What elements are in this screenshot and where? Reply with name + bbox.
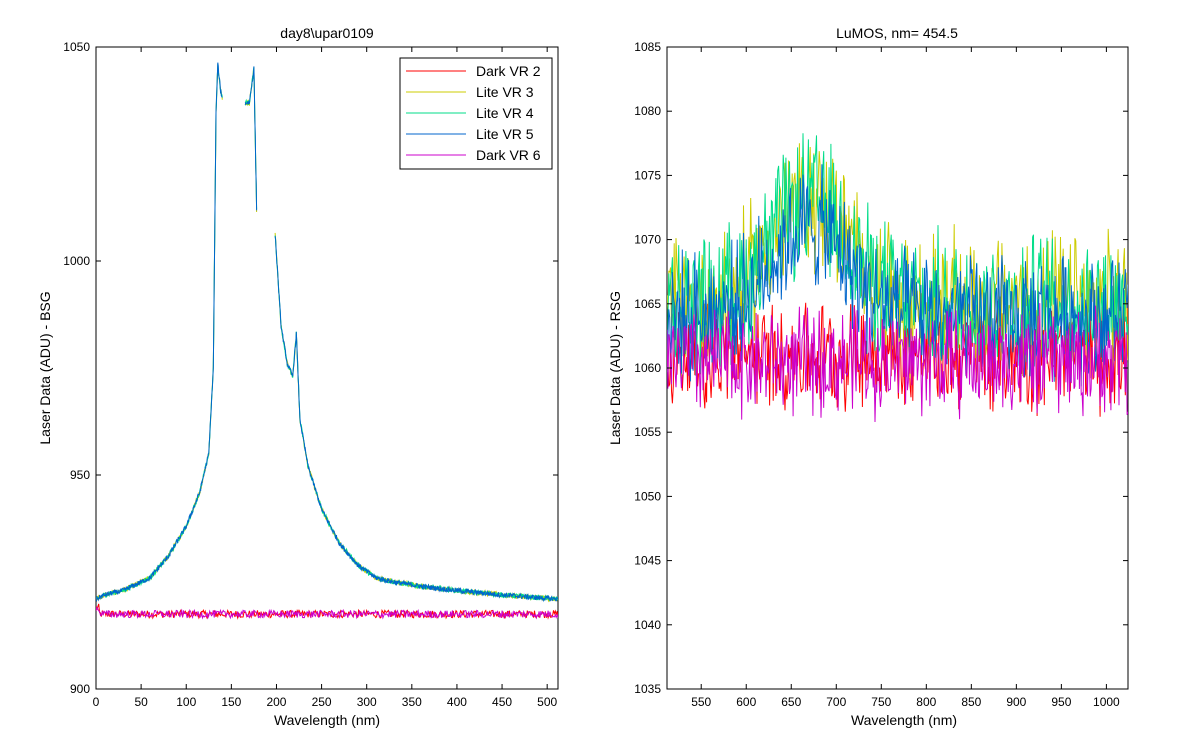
y-tick-label: 900 [70, 682, 90, 696]
series-line-lite-vr-5 [667, 164, 1128, 387]
chart-right-ylabel: Laser Data (ADU) - RSG [607, 291, 623, 445]
x-tick-label: 0 [93, 695, 100, 709]
chart-left-xlabel: Wavelength (nm) [274, 712, 380, 728]
chart-right-y-ticks: 1035 1040 1045 1050 1055 1060 1065 1070 1075 1080… [634, 40, 1128, 696]
x-tick-label: 850 [961, 695, 981, 709]
x-tick-label: 1000 [1093, 695, 1120, 709]
y-tick-label: 1060 [634, 361, 661, 375]
y-tick-label: 1075 [634, 168, 661, 182]
chart-right-x-ticks: 550 600 650 700 750 800 850 900 950 1000 [691, 47, 1120, 709]
y-tick-label: 1040 [634, 618, 661, 632]
legend-label: Dark VR 2 [476, 63, 541, 79]
chart-left-y-ticks: 900 950 1000 1050 [63, 40, 558, 696]
y-tick-label: 1000 [63, 254, 90, 268]
legend-label: Lite VR 3 [476, 84, 534, 100]
x-tick-label: 500 [537, 695, 557, 709]
y-tick-label: 1055 [634, 425, 661, 439]
x-tick-label: 600 [736, 695, 756, 709]
x-tick-label: 300 [357, 695, 377, 709]
series-line-dark-vr-6 [96, 606, 558, 620]
x-tick-label: 550 [691, 695, 711, 709]
y-tick-label: 1035 [634, 682, 661, 696]
chart-right-title: LuMOS, nm= 454.5 [836, 25, 958, 41]
x-tick-label: 250 [312, 695, 332, 709]
chart-left-title: day8\upar0109 [280, 25, 374, 41]
y-tick-label: 1050 [63, 40, 90, 54]
x-tick-label: 450 [492, 695, 512, 709]
x-tick-label: 800 [916, 695, 936, 709]
x-tick-label: 350 [402, 695, 422, 709]
legend-label: Lite VR 4 [476, 105, 534, 121]
x-tick-label: 100 [176, 695, 196, 709]
x-tick-label: 150 [221, 695, 241, 709]
chart-right: LuMOS, nm= 454.5 550 600 650 700 750 800 850 90… [607, 25, 1129, 728]
x-tick-label: 700 [826, 695, 846, 709]
legend-label: Dark VR 6 [476, 147, 541, 163]
series-line-lite-vr-5 [96, 62, 558, 603]
chart-left-x-ticks: 0 50 100 150 200 250 300 350 400 450 500 [93, 47, 558, 709]
chart-right-series [667, 133, 1128, 423]
x-tick-label: 950 [1051, 695, 1071, 709]
x-tick-label: 650 [781, 695, 801, 709]
legend-label: Lite VR 5 [476, 126, 534, 142]
x-tick-label: 200 [266, 695, 286, 709]
chart-left-legend: Dark VR 2 Lite VR 3 Lite VR 4 Lite VR 5 Dark… [399, 57, 553, 170]
y-tick-label: 1070 [634, 233, 661, 247]
series-line-dark-vr-6 [667, 303, 1128, 423]
chart-left: day8\upar0109 0 50 100 150 200 250 300 350 400 45… [37, 25, 559, 728]
series-line-lite-vr-4 [667, 133, 1128, 378]
chart-right-xlabel: Wavelength (nm) [851, 712, 957, 728]
y-tick-label: 950 [70, 468, 90, 482]
chart-left-ylabel: Laser Data (ADU) - BSG [37, 291, 53, 444]
x-tick-label: 400 [447, 695, 467, 709]
x-tick-label: 50 [134, 695, 148, 709]
y-tick-label: 1085 [634, 40, 661, 54]
x-tick-label: 750 [871, 695, 891, 709]
y-tick-label: 1050 [634, 489, 661, 503]
y-tick-label: 1080 [634, 104, 661, 118]
x-tick-label: 900 [1006, 695, 1026, 709]
chart-left-series [96, 62, 558, 620]
y-tick-label: 1065 [634, 297, 661, 311]
y-tick-label: 1045 [634, 554, 661, 568]
